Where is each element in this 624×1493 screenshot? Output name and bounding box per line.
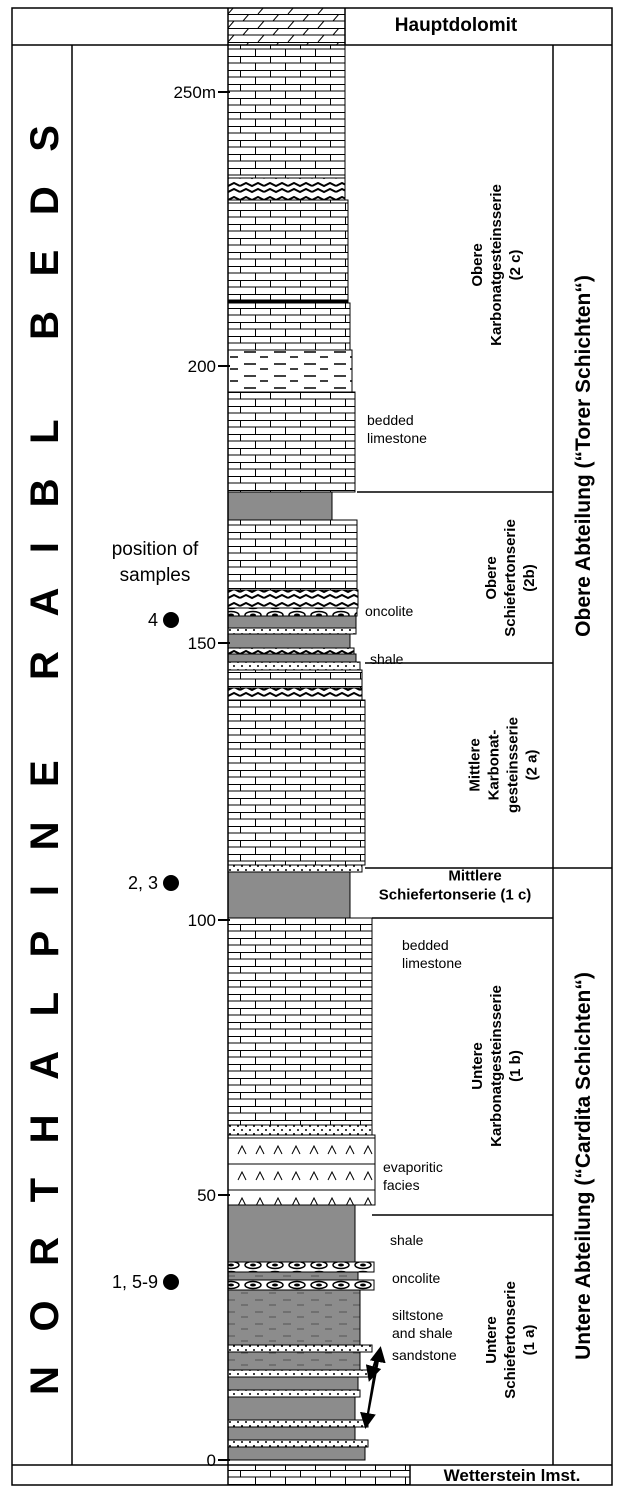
formation-label: gesteinsserie [505, 717, 522, 813]
layer [228, 918, 372, 1125]
layer [228, 45, 345, 178]
formation-label: (2b) [521, 564, 538, 592]
division-label: Untere Abteilung (“Cardita Schichten“) [572, 972, 595, 1360]
layer [228, 1465, 410, 1485]
formation-label: Mittlere [467, 738, 484, 791]
layer [228, 520, 357, 590]
layer [228, 1262, 374, 1272]
stratigraphic-column: Hauptdolomit Wetterstein lmst. NORTHALPI… [0, 0, 624, 1493]
layer [228, 492, 332, 520]
sample-dot [163, 875, 179, 891]
formation-label: Schiefertonserie [502, 1281, 519, 1399]
lithology-label: bedded [402, 937, 449, 953]
layer [228, 1447, 365, 1460]
formation-label: Untere [483, 1316, 500, 1364]
lithology-label: bedded [367, 412, 414, 428]
layer [228, 178, 345, 200]
sample-label: 2, 3 [128, 873, 158, 893]
division-label: Obere Abteilung (“Torer Schichten“) [572, 275, 595, 637]
formation-label: Obere [483, 556, 500, 599]
layer [228, 616, 356, 628]
formation-label: Karbonatgesteinsserie [488, 985, 505, 1147]
lithology-label: oncolite [392, 1270, 440, 1286]
sample-dot [163, 1274, 179, 1290]
layer [228, 1370, 370, 1377]
layer [228, 670, 362, 688]
layer [228, 1440, 368, 1447]
layer [228, 1135, 375, 1205]
formation-label: Obere [469, 243, 486, 286]
layer [228, 303, 350, 350]
formation-label: Untere [469, 1042, 486, 1090]
layer [228, 1377, 358, 1390]
tick-label: 50 [197, 1186, 216, 1205]
layer [228, 654, 356, 662]
lithology-label: shale [390, 1232, 424, 1248]
tick-label: 150 [188, 634, 216, 653]
samples-label: position of [112, 539, 199, 560]
layer [228, 590, 358, 608]
layer [228, 865, 362, 872]
sample-dot [163, 612, 179, 628]
layer [228, 1205, 355, 1262]
formation-label: Mittlere [448, 868, 501, 885]
column [228, 8, 410, 1485]
formation-label: (2 c) [507, 250, 524, 281]
layer [228, 1125, 372, 1135]
layer [228, 1390, 360, 1397]
layer [228, 350, 352, 392]
layer [228, 1290, 360, 1345]
layer [228, 1420, 368, 1427]
layer [228, 392, 355, 492]
layer [228, 634, 350, 648]
formation-label: Karbonat- [486, 730, 503, 801]
layer [228, 688, 362, 700]
lithology-label: and shale [392, 1325, 453, 1341]
layer [228, 872, 350, 918]
sample-label: 4 [148, 610, 158, 630]
layer [228, 8, 345, 45]
lithology-label: limestone [402, 955, 462, 971]
tick-label: 200 [188, 357, 216, 376]
layer [228, 662, 360, 670]
layer [228, 1272, 358, 1280]
layer [228, 700, 365, 865]
layer [228, 1280, 374, 1290]
formation-label: Karbonatgesteinsserie [488, 184, 505, 346]
sample-label: 1, 5-9 [112, 1272, 158, 1292]
lithology-label: shale [370, 651, 404, 667]
formation-label: (2 a) [524, 750, 541, 781]
samples-label: samples [120, 565, 191, 586]
lithology-label: evaporitic [383, 1159, 443, 1175]
formation-label: Schiefertonserie [502, 519, 519, 637]
lithology-label: facies [383, 1177, 420, 1193]
lithology-label: limestone [367, 430, 427, 446]
lithology-label: siltstone [392, 1307, 444, 1323]
title: NORTHALPINE RAIBL BEDS [23, 125, 67, 1395]
layer [228, 200, 348, 300]
lithology-label: oncolite [365, 603, 413, 619]
formation-label: (1 a) [521, 1325, 538, 1356]
formation-label: (1 b) [507, 1050, 524, 1082]
layer [228, 1427, 355, 1440]
top-unit: Hauptdolomit [395, 15, 518, 36]
tick-label: 100 [188, 911, 216, 930]
layer [228, 608, 357, 616]
tick-label: 250m [173, 83, 216, 102]
layer [228, 648, 354, 654]
bottom-unit: Wetterstein lmst. [444, 1466, 581, 1485]
layer [228, 628, 356, 634]
layer [228, 1352, 360, 1370]
tick-label: 0 [207, 1451, 216, 1470]
arrow [366, 1350, 380, 1425]
lithology-label: sandstone [392, 1347, 457, 1363]
layer [228, 1345, 372, 1352]
formation-label: Schiefertonserie (1 c) [379, 887, 532, 904]
layer [228, 1397, 355, 1420]
